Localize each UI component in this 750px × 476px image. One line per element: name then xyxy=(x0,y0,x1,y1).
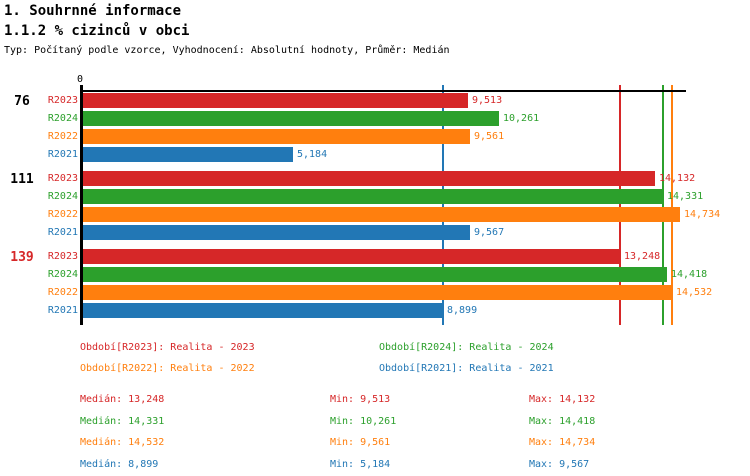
bar-value-label: 9,561 xyxy=(474,131,505,142)
stat-min-R2023: Min: 9,513 xyxy=(330,394,391,405)
stat-max-R2023: Max: 14,132 xyxy=(529,394,596,405)
row-label-R2022: R2022 xyxy=(47,131,78,142)
row-label-R2022: R2022 xyxy=(47,209,78,220)
stat-min-R2021: Min: 5,184 xyxy=(330,459,391,470)
bar-value-label: 8,899 xyxy=(447,305,478,316)
group-label-139: 139 xyxy=(10,250,34,265)
x-axis-line xyxy=(80,90,686,92)
stat-min-R2024: Min: 10,261 xyxy=(330,416,397,427)
group-label-76: 76 xyxy=(14,94,30,109)
stat-median-R2022: Medián: 14,532 xyxy=(80,437,165,448)
row-label-R2024: R2024 xyxy=(47,191,78,202)
legend-item-R2022: Období[R2022]: Realita - 2022 xyxy=(80,363,255,374)
y-axis-line xyxy=(80,85,83,325)
bar-R2023-group-139 xyxy=(83,249,620,264)
row-label-R2021: R2021 xyxy=(47,305,78,316)
legend-item-R2024: Období[R2024]: Realita - 2024 xyxy=(379,342,554,353)
median-line-R2023 xyxy=(618,85,621,325)
legend-item-R2021: Období[R2021]: Realita - 2021 xyxy=(379,363,554,374)
bar-value-label: 10,261 xyxy=(503,113,540,124)
row-label-R2024: R2024 xyxy=(47,269,78,280)
stat-min-R2022: Min: 9,561 xyxy=(330,437,391,448)
bar-R2024-group-111 xyxy=(83,189,663,204)
bar-R2022-group-139 xyxy=(83,285,672,300)
median-line-R2024 xyxy=(662,85,665,325)
bar-R2024-group-76 xyxy=(83,111,499,126)
stat-median-R2024: Medián: 14,331 xyxy=(80,416,165,427)
row-label-R2023: R2023 xyxy=(47,173,78,184)
bar-value-label: 14,331 xyxy=(667,191,704,202)
stat-median-R2021: Medián: 8,899 xyxy=(80,459,159,470)
bar-value-label: 9,567 xyxy=(474,227,505,238)
section-title: 1. Souhrnné informace xyxy=(4,3,182,19)
group-label-111: 111 xyxy=(10,172,34,187)
stat-max-R2021: Max: 9,567 xyxy=(529,459,590,470)
median-line-R2022 xyxy=(670,85,673,325)
bar-R2021-group-111 xyxy=(83,225,470,240)
bar-value-label: 9,513 xyxy=(472,95,503,106)
row-label-R2022: R2022 xyxy=(47,287,78,298)
chart-meta: Typ: Počítaný podle vzorce, Vyhodnocení:… xyxy=(4,45,450,56)
x-axis-zero-label: 0 xyxy=(76,74,84,85)
bar-R2021-group-139 xyxy=(83,303,443,318)
bar-value-label: 14,418 xyxy=(671,269,708,280)
bar-R2022-group-76 xyxy=(83,129,470,144)
bar-R2021-group-76 xyxy=(83,147,293,162)
row-label-R2021: R2021 xyxy=(47,227,78,238)
row-label-R2023: R2023 xyxy=(47,251,78,262)
row-label-R2024: R2024 xyxy=(47,113,78,124)
bar-R2022-group-111 xyxy=(83,207,680,222)
bar-R2024-group-139 xyxy=(83,267,667,282)
stat-max-R2022: Max: 14,734 xyxy=(529,437,596,448)
row-label-R2023: R2023 xyxy=(47,95,78,106)
stat-median-R2023: Medián: 13,248 xyxy=(80,394,165,405)
median-line-R2021 xyxy=(442,85,445,325)
legend-item-R2023: Období[R2023]: Realita - 2023 xyxy=(80,342,255,353)
bar-value-label: 14,132 xyxy=(659,173,696,184)
bar-R2023-group-111 xyxy=(83,171,655,186)
bar-value-label: 13,248 xyxy=(624,251,661,262)
page-title: 1.1.2 % cizinců v obci xyxy=(4,23,190,39)
row-label-R2021: R2021 xyxy=(47,149,78,160)
bar-value-label: 14,734 xyxy=(684,209,721,220)
bar-value-label: 5,184 xyxy=(297,149,328,160)
bar-value-label: 14,532 xyxy=(676,287,713,298)
stat-max-R2024: Max: 14,418 xyxy=(529,416,596,427)
bar-R2023-group-76 xyxy=(83,93,468,108)
